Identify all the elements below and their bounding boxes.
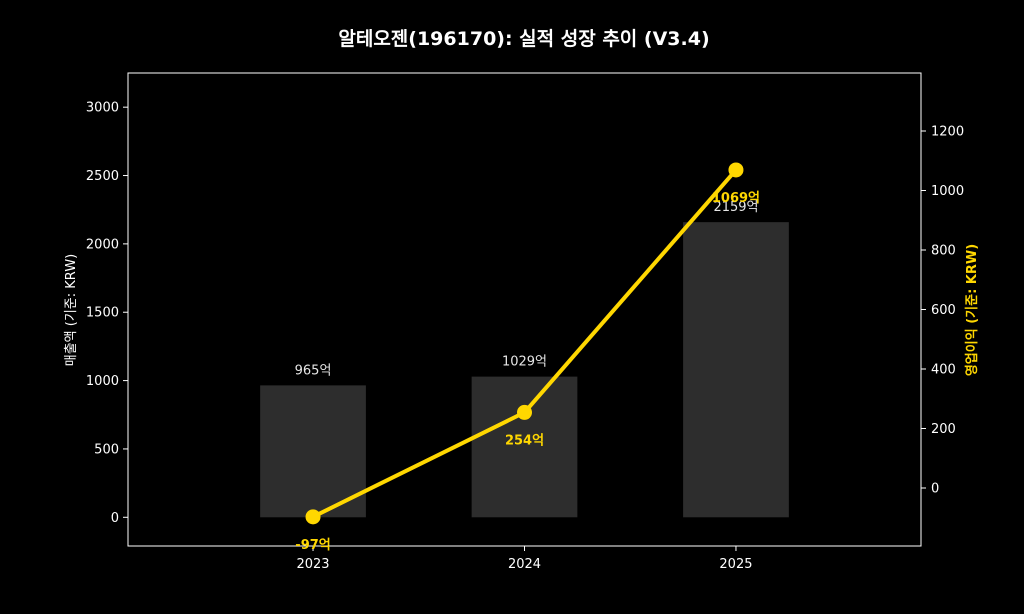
right-tick-label: 200 [931,422,956,437]
x-tick-label: 2025 [719,557,752,572]
left-tick-label: 3000 [86,101,119,116]
bars-layer [260,222,789,518]
x-tick-label: 2024 [508,557,541,572]
axes-layer: 0 500 1000 1500 2000 2500 3000 0 200 400 600 800 100… [86,72,964,572]
right-tick-label: 400 [931,362,956,377]
right-tick-label: 600 [931,303,956,318]
left-tick-label: 1000 [86,374,119,389]
line-value-label: 254억 [505,433,544,448]
point-2023 [305,509,321,525]
right-tick-label: 1000 [931,184,964,199]
line-layer [305,162,744,525]
right-axis-label: 영업이익 (기준: KRW) [964,244,980,376]
bar-2023 [260,385,366,518]
right-tick-label: 800 [931,244,956,259]
bar-2024 [471,376,578,518]
point-2024 [517,404,532,420]
chart-title: 알테오젠(196170): 실적 성장 추이 (V3.4) [338,28,709,50]
line-value-label: -97억 [295,538,330,553]
left-tick-label: 2500 [86,169,119,184]
bar-2025 [683,222,789,518]
bar-value-label: 2159억 [713,200,758,215]
point-2025 [728,162,744,178]
labels-layer: 965억 1029억 2159억 -97억 254억 1069억 [295,191,760,553]
line-value-label: 1069억 [712,191,760,206]
right-tick-label: 0 [931,481,939,496]
x-tick-label: 2023 [296,557,329,572]
left-axis-label: 매출액 (기준: KRW) [64,254,79,366]
right-tick-label: 1200 [931,125,964,140]
left-tick-label: 500 [94,442,119,457]
bar-value-label: 1029억 [502,355,547,370]
left-tick-label: 2000 [86,237,119,252]
left-tick-label: 0 [111,511,119,526]
bar-value-label: 965억 [295,363,332,378]
left-tick-label: 1500 [86,306,119,321]
